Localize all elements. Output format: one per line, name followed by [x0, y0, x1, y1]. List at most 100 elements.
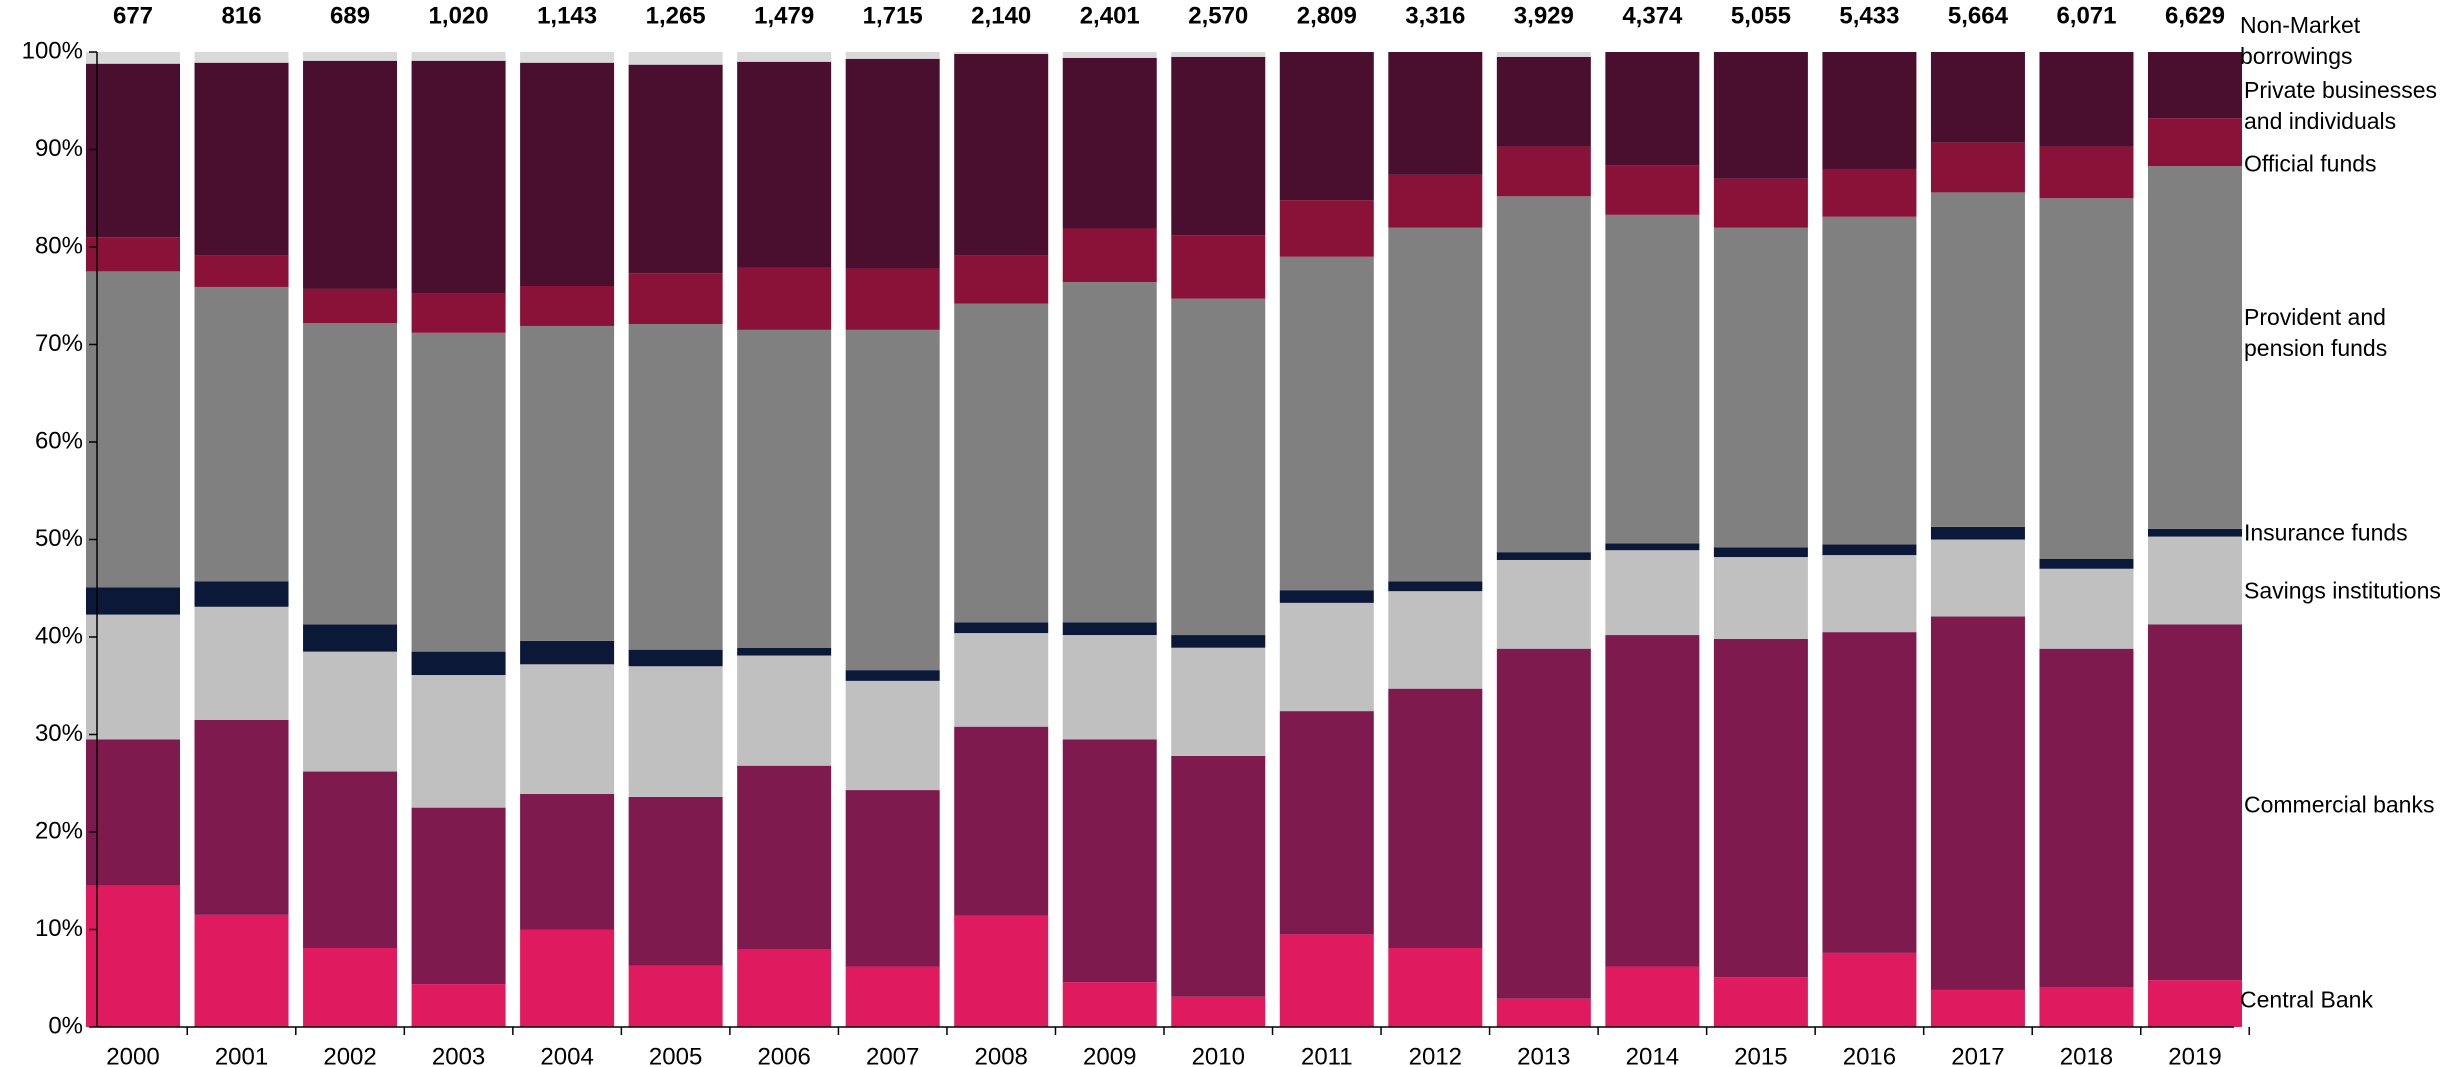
legend-label: Official funds	[2244, 150, 2377, 177]
bar-segment	[1822, 555, 1917, 633]
total-label: 4,374	[1622, 2, 1683, 29]
bar-segment	[1605, 52, 1700, 166]
bar-segment	[954, 255, 1049, 304]
legend-label: Central Bank	[2240, 986, 2373, 1013]
bar-segment	[737, 329, 832, 648]
bar-segment	[1605, 550, 1700, 636]
bar-segment	[1171, 235, 1266, 299]
bar-segment	[2148, 166, 2242, 529]
y-tick-label: 30%	[35, 720, 83, 747]
bar-segment	[1930, 539, 2025, 617]
x-tick-label: 2015	[1734, 1043, 1787, 1067]
bar-segment	[411, 293, 506, 333]
bar-segment	[520, 286, 615, 326]
bar-segment	[520, 325, 615, 641]
bar-segment	[411, 332, 506, 652]
bar-segment	[1605, 635, 1700, 967]
bar-segment	[1713, 977, 1808, 1027]
bar-segment	[954, 726, 1049, 916]
bar-segment	[2148, 624, 2242, 981]
bar-segment	[2039, 568, 2134, 649]
bar-segment	[1822, 169, 1917, 217]
bar-segment	[1713, 52, 1808, 179]
x-tick-label: 2017	[1951, 1043, 2004, 1067]
bar-segment	[520, 664, 615, 794]
bar-segment	[411, 807, 506, 985]
bar-segment	[1388, 591, 1483, 689]
bar-segment	[1171, 298, 1266, 636]
y-tick-label: 10%	[35, 915, 83, 942]
total-label: 6,071	[2056, 2, 2116, 29]
bar-segment	[2039, 52, 2134, 147]
bar-segment	[628, 796, 723, 966]
bar-segment	[737, 647, 832, 656]
total-label: 689	[330, 2, 370, 29]
bar-segment	[1605, 543, 1700, 551]
bar-segment	[86, 52, 180, 64]
y-tick-label: 50%	[35, 525, 83, 552]
total-label: 5,433	[1839, 2, 1899, 29]
bar-segment	[1171, 996, 1266, 1027]
bar-segment	[520, 62, 615, 286]
bar-segment	[1930, 616, 2025, 990]
bar-segment	[194, 286, 289, 582]
bar-segment	[86, 63, 180, 238]
bar-segment	[737, 52, 832, 62]
bar-segment	[520, 52, 615, 63]
bar-segment	[1171, 647, 1266, 756]
bar-segment	[1388, 227, 1483, 582]
bar-segment	[2148, 536, 2242, 625]
bar-segment	[1496, 648, 1591, 999]
y-tick-label: 20%	[35, 817, 83, 844]
legend-label: Commercial banks	[2244, 791, 2435, 818]
bar-segment	[845, 790, 940, 967]
bar-segment	[1062, 622, 1157, 636]
total-label: 2,809	[1297, 2, 1357, 29]
bar-segment	[954, 303, 1049, 623]
bar-segment	[2039, 987, 2134, 1027]
legend-label: Non-Market borrowings	[2240, 12, 2361, 69]
bar-segment	[2039, 648, 2134, 988]
y-tick-label: 0%	[48, 1012, 83, 1039]
total-label: 1,715	[863, 2, 923, 29]
x-tick-label: 2018	[2060, 1043, 2113, 1067]
bar-segment	[411, 60, 506, 294]
bar-segment	[1605, 165, 1700, 215]
x-tick-label: 2006	[757, 1043, 810, 1067]
x-tick-label: 2005	[649, 1043, 702, 1067]
bar-segment	[845, 268, 940, 330]
total-label: 5,664	[1948, 2, 2009, 29]
x-tick-label: 2011	[1301, 1043, 1353, 1067]
bar-segment	[954, 622, 1049, 634]
bar-segment	[954, 52, 1049, 54]
bar-segment	[86, 237, 180, 272]
x-tick-label: 2002	[323, 1043, 376, 1067]
legend-label: Provident and pension funds	[2244, 304, 2388, 361]
bar-segment	[1279, 52, 1374, 201]
total-label: 2,140	[971, 2, 1031, 29]
bar-segment	[411, 52, 506, 61]
bar-segment	[1930, 52, 2025, 143]
bar-segment	[628, 324, 723, 650]
bar-segment	[1822, 952, 1917, 1027]
total-label: 3,929	[1514, 2, 1574, 29]
bar-segment	[1822, 632, 1917, 953]
legend-label: Private businesses and individuals	[2244, 77, 2438, 134]
bar-segment	[303, 624, 398, 652]
total-label: 6,629	[2165, 2, 2225, 29]
total-label: 3,316	[1405, 2, 1465, 29]
bar-segment	[411, 675, 506, 808]
x-tick-label: 2001	[215, 1043, 268, 1067]
bar-segment	[303, 651, 398, 772]
y-tick-label: 40%	[35, 622, 83, 649]
bar-segment	[1822, 52, 1917, 169]
legend-label: Savings institutions	[2244, 577, 2441, 604]
bar-segment	[737, 267, 832, 330]
bar-segment	[1822, 544, 1917, 556]
bar-segment	[303, 52, 398, 61]
bar-segment	[2039, 559, 2134, 569]
bar-segment	[1062, 982, 1157, 1027]
bar-segment	[628, 649, 723, 667]
bar-segment	[1062, 635, 1157, 740]
